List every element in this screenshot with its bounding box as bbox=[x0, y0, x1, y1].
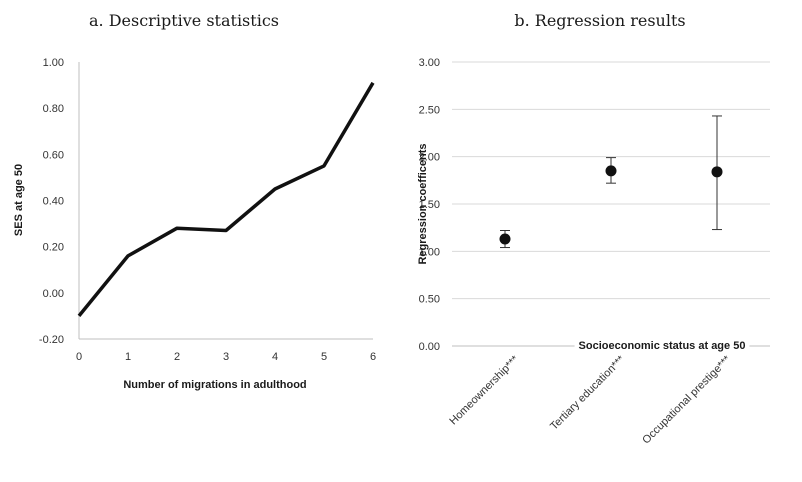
panel-a-y-tick-label: 1.00 bbox=[43, 57, 64, 69]
panel-b-category-label: Tertiary education*** bbox=[548, 353, 627, 432]
panel-b-points bbox=[499, 165, 723, 245]
panel-b-y-tick-label: 0.00 bbox=[419, 341, 440, 353]
panel-b-point bbox=[605, 165, 617, 177]
panel-a-y-tick-label: 0.00 bbox=[43, 288, 64, 300]
panel-b-category-labels: Homeownership*** Tertiary education*** Occ… bbox=[447, 353, 733, 446]
panel-b-point bbox=[711, 166, 723, 178]
panel-b-y-ticks: 0.00 0.50 1.00 1.50 2.00 2.50 3.00 bbox=[419, 57, 440, 353]
panel-a-x-ticks: 0 1 2 3 4 5 6 bbox=[76, 351, 376, 363]
panel-b-y-tick-label: 0.50 bbox=[419, 294, 440, 306]
panel-b-point bbox=[499, 233, 511, 245]
panel-a-y-tick-label: 0.40 bbox=[43, 196, 64, 208]
panel-a-y-ticks: -0.20 0.00 0.20 0.40 0.60 0.80 1.00 bbox=[39, 57, 64, 346]
panel-b-category-label: Homeownership*** bbox=[447, 353, 521, 427]
panel-a-x-tick-label: 0 bbox=[76, 351, 82, 363]
panel-a-chart: a. Descriptive statistics -0.20 0.00 0.20 0… bbox=[13, 11, 376, 391]
panel-a-x-tick-label: 1 bbox=[125, 351, 131, 363]
panel-b-chart: b. Regression results 0.00 0.50 1.00 1.50 2.… bbox=[417, 11, 770, 446]
panel-b-y-tick-label: 1.00 bbox=[419, 246, 440, 258]
panel-a-y-tick-label: 0.20 bbox=[43, 242, 64, 254]
panel-a-x-tick-label: 2 bbox=[174, 351, 180, 363]
panel-b-x-label-background bbox=[574, 338, 750, 354]
panel-a-x-tick-label: 3 bbox=[223, 351, 229, 363]
panel-a-points bbox=[78, 82, 374, 317]
panel-b-y-tick-label: 2.50 bbox=[419, 104, 440, 116]
panel-b-gridlines bbox=[452, 61, 770, 300]
panel-a-x-tick-label: 4 bbox=[272, 351, 278, 363]
panel-a-title: a. Descriptive statistics bbox=[89, 11, 279, 30]
panel-a-series-line bbox=[77, 81, 375, 318]
panel-b-y-tick-label: 3.00 bbox=[419, 57, 440, 69]
panel-a-y-tick-label: -0.20 bbox=[39, 334, 64, 346]
panel-a-y-label: SES at age 50 bbox=[13, 164, 25, 236]
panel-a-x-tick-label: 6 bbox=[370, 351, 376, 363]
panel-b-title: b. Regression results bbox=[514, 11, 685, 30]
panel-a-y-tick-label: 0.80 bbox=[43, 103, 64, 115]
panel-a-y-tick-label: 0.60 bbox=[43, 149, 64, 161]
panel-b-y-label: Regression coefficents bbox=[417, 143, 429, 264]
panel-a-x-label: Number of migrations in adulthood bbox=[123, 379, 306, 391]
panel-a-x-tick-label: 5 bbox=[321, 351, 327, 363]
panel-b-error-bars bbox=[500, 115, 722, 249]
panel-b-category-label: Occupational prestige*** bbox=[640, 353, 733, 446]
panel-b-x-label: Socioeconomic status at age 50 bbox=[579, 340, 746, 352]
panel-b-y-tick-label: 1.50 bbox=[419, 199, 440, 211]
panel-b-y-tick-label: 2.00 bbox=[419, 152, 440, 164]
